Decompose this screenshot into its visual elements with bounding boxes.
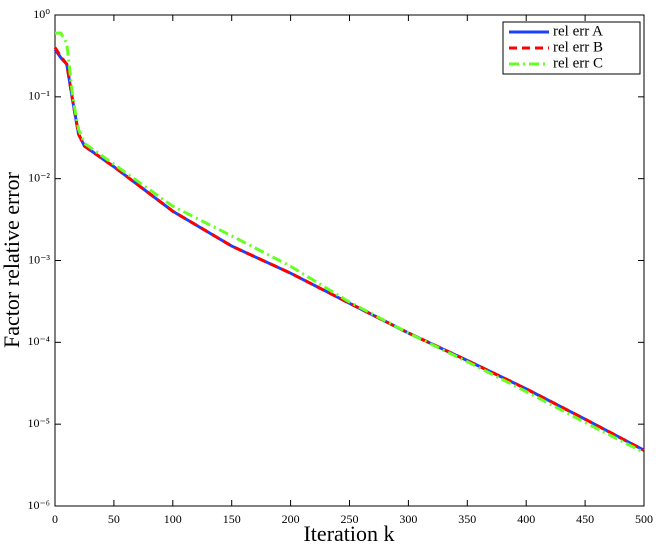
y-tick-label: 10⁻² xyxy=(28,170,50,184)
x-tick-label: 100 xyxy=(164,512,182,526)
legend-label: rel err C xyxy=(553,55,603,71)
series-line xyxy=(53,46,645,452)
x-tick-label: 50 xyxy=(108,512,120,526)
y-axis-label: Factor relative error xyxy=(0,171,24,348)
y-tick-label: 10⁻¹ xyxy=(28,89,50,103)
x-tick-label: 0 xyxy=(52,512,58,526)
legend-label: rel err B xyxy=(553,39,603,55)
y-tick-label: 10⁻⁴ xyxy=(27,334,50,348)
x-tick-label: 150 xyxy=(223,512,241,526)
x-tick-label: 450 xyxy=(576,512,594,526)
x-tick-label: 300 xyxy=(399,512,417,526)
x-tick-label: 350 xyxy=(458,512,476,526)
x-tick-label: 500 xyxy=(635,512,653,526)
x-axis-label: Iteration k xyxy=(303,521,394,546)
series-line xyxy=(55,31,645,454)
x-tick-label: 200 xyxy=(282,512,300,526)
y-tick-label: 10⁻⁶ xyxy=(27,498,50,512)
legend-label: rel err A xyxy=(553,23,603,39)
y-tick-label: 10⁰ xyxy=(33,7,50,21)
y-tick-label: 10⁻⁵ xyxy=(27,416,50,430)
plot-area xyxy=(54,14,645,507)
y-tick-label: 10⁻³ xyxy=(28,252,50,266)
x-tick-label: 250 xyxy=(341,512,359,526)
x-tick-label: 400 xyxy=(517,512,535,526)
